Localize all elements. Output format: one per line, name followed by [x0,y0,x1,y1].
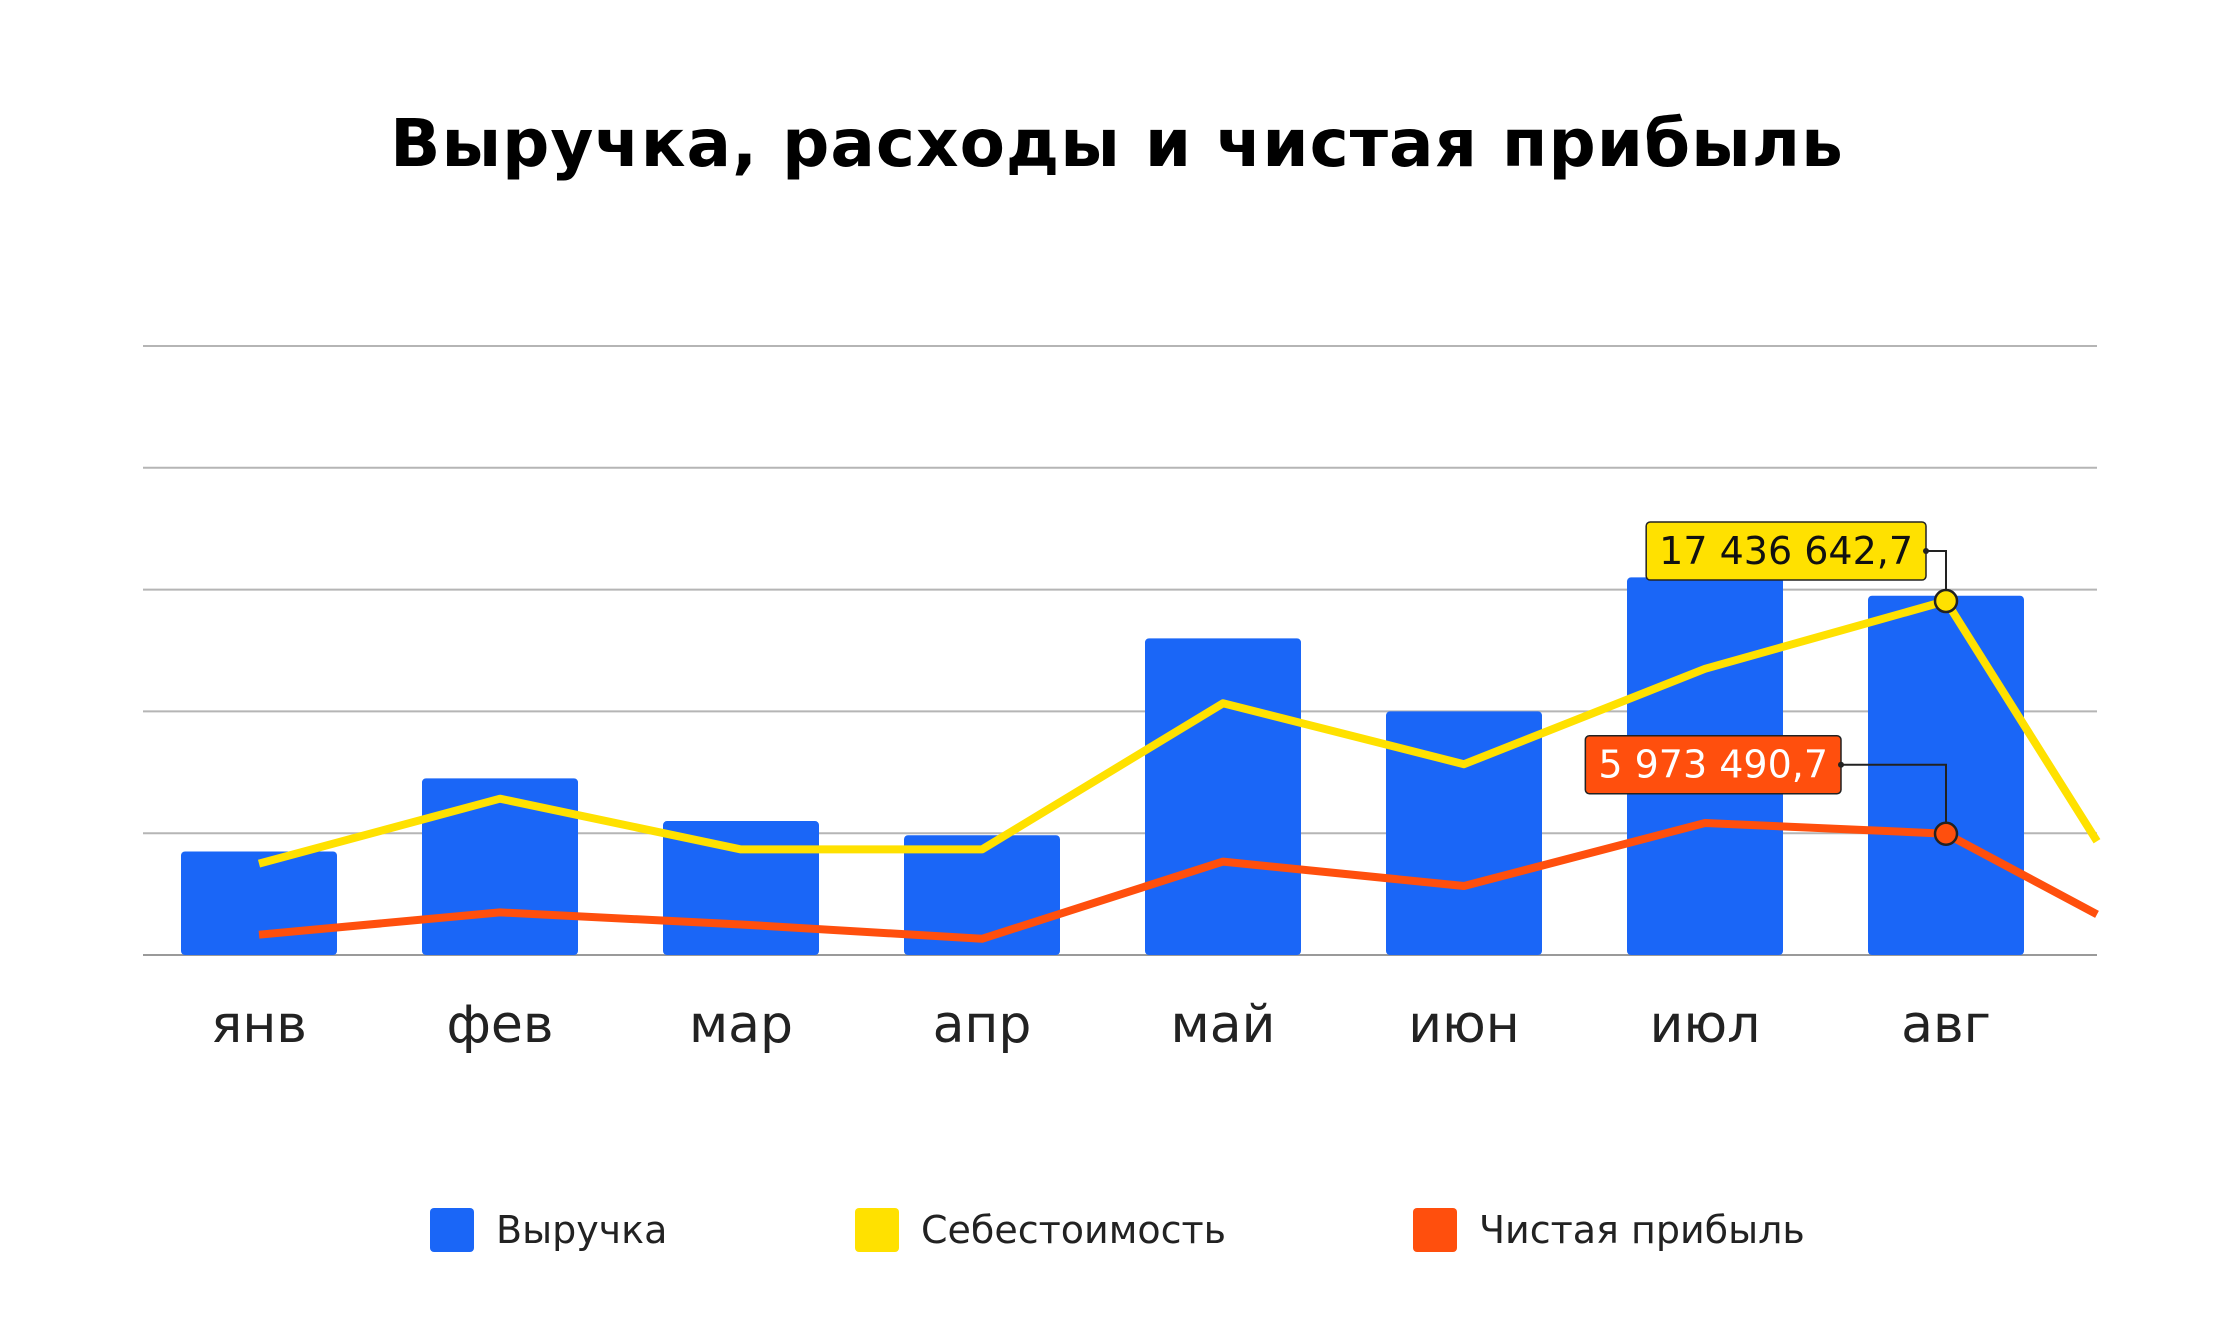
x-tick-label: фев [446,995,553,1055]
annotation-marker [1933,588,1959,614]
x-tick-label: июл [1650,995,1761,1055]
legend-label-revenue: Выручка [496,1208,668,1252]
data-annotations: 17 436 642,7 5 973 490,7 [1584,521,1959,846]
bar-янв [181,851,337,955]
x-tick-label: июн [1408,995,1520,1055]
legend: Выручка Себестоимость Чистая прибыль [0,1205,2234,1265]
legend-swatch-cost [855,1208,899,1252]
annotation-anchor-dot [1923,548,1929,555]
legend-item-cost[interactable]: Себестоимость [855,1205,1226,1255]
annotation-label: 5 973 490,7 [1598,743,1828,787]
legend-label-cost: Себестоимость [921,1208,1227,1252]
annotation-marker [1933,821,1959,846]
bar-май [1145,638,1301,955]
annotation-leader [1926,550,1947,602]
legend-swatch-net-profit [1413,1208,1457,1252]
bar-фев [422,778,578,955]
annotation-anchor-dot [1838,761,1844,768]
legend-item-net-profit[interactable]: Чистая прибыль [1413,1205,1805,1255]
x-tick-label: авг [1901,995,1991,1055]
x-tick-label: май [1171,995,1276,1055]
x-axis-labels: янв фев мар апр май июн июл авг [211,995,1991,1055]
x-tick-label: янв [211,995,307,1055]
legend-swatch-revenue [430,1208,474,1252]
chart-title: Выручка, расходы и чистая прибыль [390,105,1844,182]
line-series-1 [257,597,2101,868]
annotation-leader [1841,763,1947,834]
annotation-label: 17 436 642,7 [1659,529,1913,573]
x-tick-label: апр [933,995,1032,1055]
legend-label-net-profit: Чистая прибыль [1479,1208,1805,1252]
x-tick-label: мар [689,995,793,1055]
bar-июн [1386,711,1542,955]
series-lines [257,597,2101,943]
line-series-2 [258,819,2099,943]
legend-item-revenue[interactable]: Выручка [430,1205,667,1255]
